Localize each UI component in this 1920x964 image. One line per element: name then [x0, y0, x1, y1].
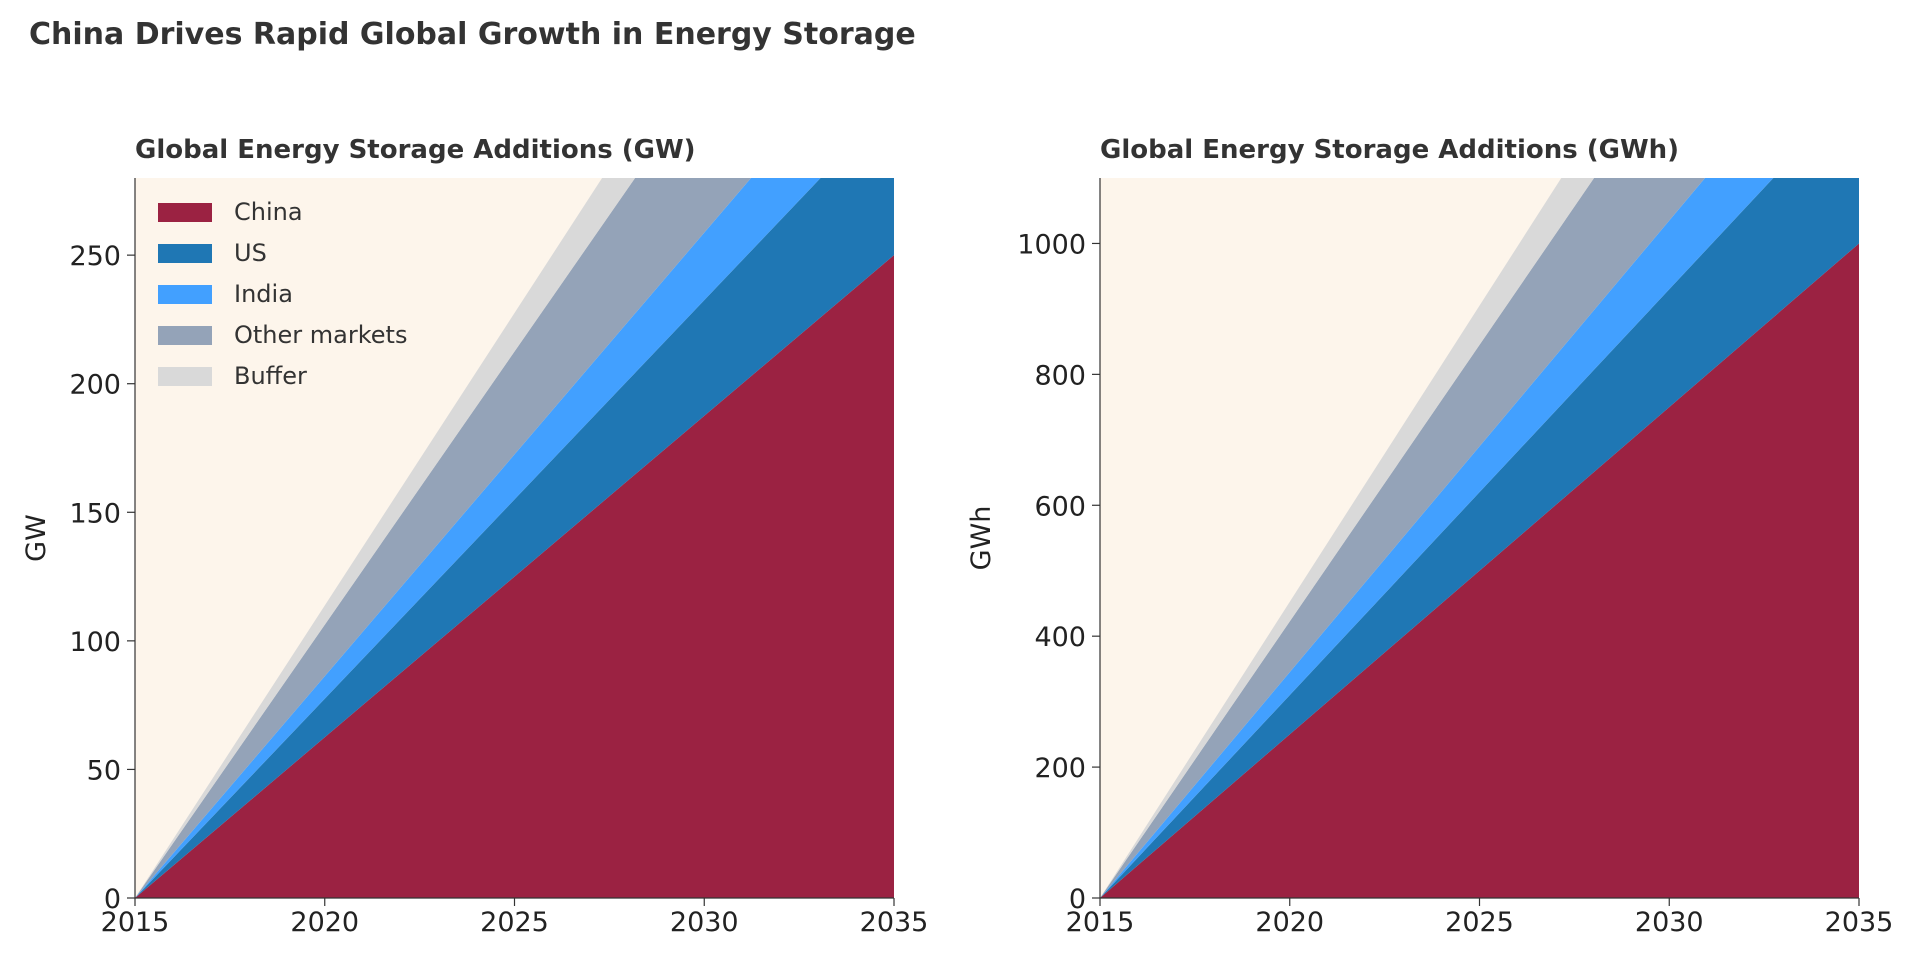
x-tick-label: 2030: [670, 907, 739, 938]
legend-swatch: [158, 326, 212, 345]
y-tick-label: 400: [1034, 622, 1086, 653]
x-tick-label: 2025: [480, 907, 549, 938]
x-tick-label: 2035: [860, 907, 929, 938]
x-tick-label: 2030: [1635, 907, 1704, 938]
area-other-markets: [135, 178, 752, 898]
legend-swatch: [158, 367, 212, 386]
x-tick-label: 2020: [1255, 907, 1324, 938]
area-buffer: [135, 178, 636, 898]
y-tick-label: 0: [1069, 884, 1086, 915]
y-tick-label: 200: [69, 370, 121, 401]
figure-title: China Drives Rapid Global Growth in Ener…: [29, 17, 916, 52]
chart-title: Global Energy Storage Additions (GWh): [1100, 135, 1679, 165]
x-tick-label: 2015: [1066, 907, 1135, 938]
area-buffer: [1100, 178, 1595, 898]
areas: [135, 178, 894, 898]
legend-label: Buffer: [234, 362, 307, 390]
y-tick-label: 600: [1034, 491, 1086, 522]
legend-swatch: [158, 244, 212, 263]
legend-label: China: [234, 198, 303, 226]
y-tick-label: 0: [104, 884, 121, 915]
x-tick-label: 2020: [290, 907, 359, 938]
y-tick-label: 1000: [1017, 229, 1086, 260]
legend-swatch: [158, 203, 212, 222]
legend-label: US: [234, 239, 267, 267]
y-tick-label: 800: [1034, 360, 1086, 391]
y-axis-label: GW: [21, 514, 52, 562]
area-us: [135, 178, 894, 898]
y-tick-label: 100: [69, 627, 121, 658]
y-tick-label: 250: [69, 241, 121, 272]
x-tick-label: 2025: [1445, 907, 1514, 938]
legend-swatch: [158, 285, 212, 304]
y-tick-label: 150: [69, 498, 121, 529]
area-us: [1100, 178, 1859, 898]
legend-label: India: [234, 280, 293, 308]
chart-title: Global Energy Storage Additions (GW): [135, 135, 696, 165]
y-tick-label: 200: [1034, 753, 1086, 784]
area-other-markets: [1100, 178, 1705, 898]
area-india: [1100, 178, 1774, 898]
x-tick-label: 2015: [101, 907, 170, 938]
legend: China US India Other markets Buffer: [158, 198, 407, 390]
y-axis-label: GWh: [966, 506, 997, 571]
y-tick-label: 50: [87, 755, 121, 786]
chart-2: 2015 2020 2025 2030 2035 0 200 400 600 800 1000 Glo…: [966, 135, 1894, 938]
area-india: [135, 178, 821, 898]
chart-1: 2015 2020 2025 2030 2035 0 50 100 150 200 250 Globa…: [21, 135, 929, 938]
areas: [1100, 178, 1859, 898]
x-tick-label: 2035: [1825, 907, 1894, 938]
legend-label: Other markets: [234, 321, 407, 349]
